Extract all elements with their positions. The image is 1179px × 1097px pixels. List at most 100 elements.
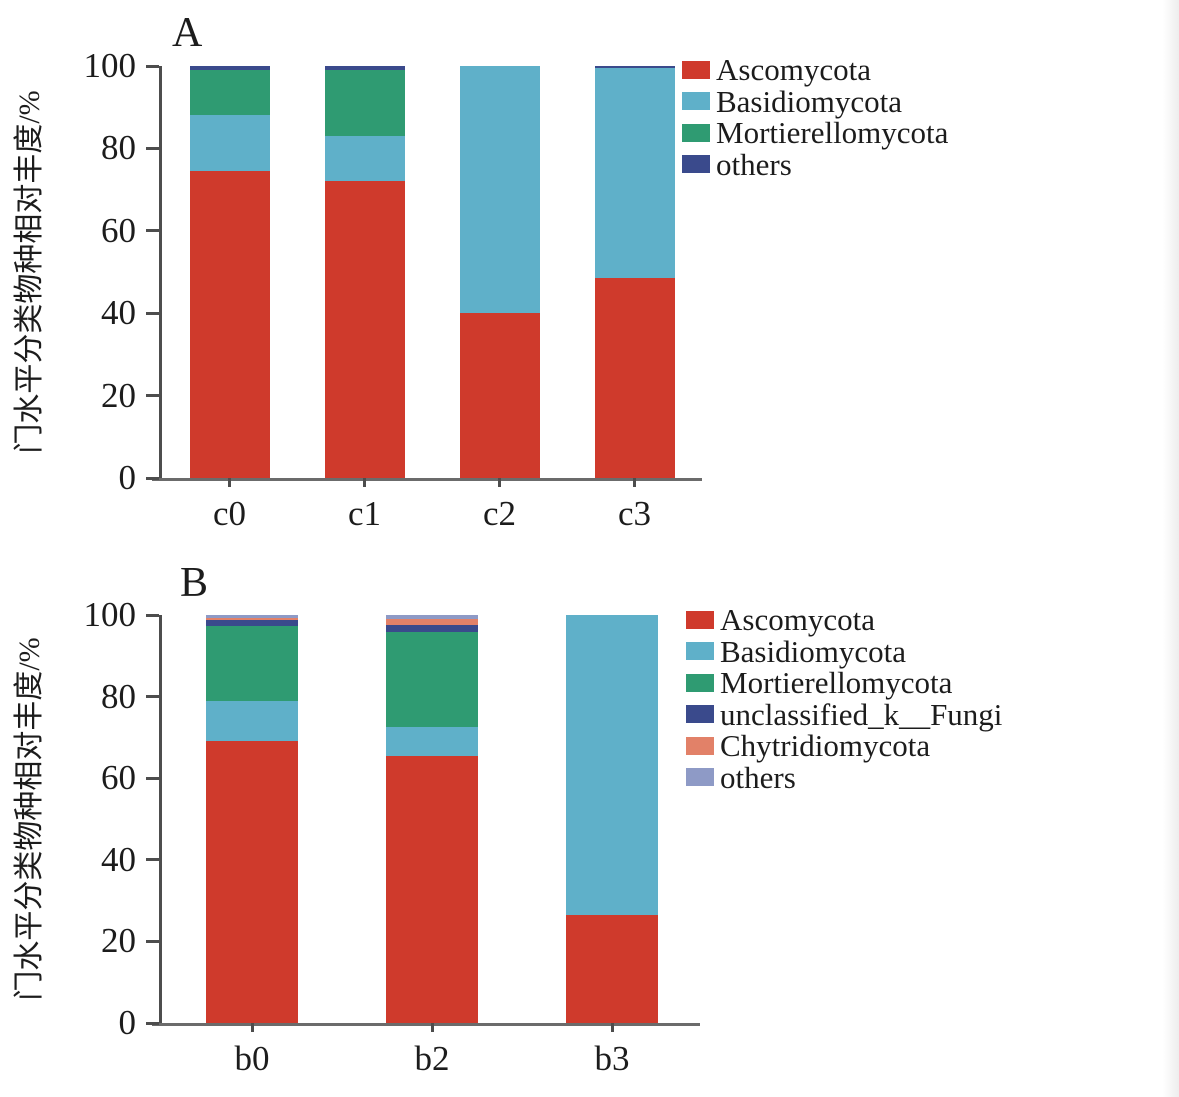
legend-label-Chytridiomycota: Chytridiomycota	[720, 728, 931, 763]
legend-swatch-Mortierellomycota	[686, 673, 714, 692]
panel-a-x-tick-c0	[228, 478, 231, 487]
panel-a-y-tick-label-40: 40	[101, 293, 136, 333]
segment-b0-Mortierellomycota	[206, 626, 298, 701]
panel-a-y-tick-label-0: 0	[118, 458, 137, 497]
panel-b-x-tick-label-b2: b2	[414, 1039, 450, 1078]
segment-b2-Basidiomycota	[386, 727, 478, 756]
panel-a-y-tick-0	[146, 476, 159, 480]
legend-swatch-Basidiomycota	[682, 92, 710, 110]
panel-a-y-tick-100	[146, 64, 159, 68]
panel-b-x-tick-label-b3: b3	[594, 1039, 630, 1078]
legend-label-others: others	[720, 759, 796, 795]
legend-swatch-Chytridiomycota	[686, 736, 714, 755]
panel-a-x-tick-c1	[363, 478, 366, 487]
panel-a-legend-item-others: others	[682, 149, 792, 180]
panel-a-plot-area: 0 20 40 60 80 100 c0 c1 c2 c3	[84, 47, 702, 533]
panel-b-legend-item-others: others	[686, 762, 796, 793]
bar-b0	[206, 615, 298, 1023]
segment-c0-others	[189, 66, 270, 71]
segment-c3-Basidiomycota	[594, 68, 675, 279]
panel-b-y-tick-0	[146, 1021, 159, 1025]
legend-swatch-Basidiomycota	[686, 642, 714, 660]
panel-a-x-tick-label-c3: c3	[617, 494, 652, 533]
panel-b-legend-item-Ascomycota: Ascomycota	[686, 604, 875, 635]
legend-label-Mortierellomycota: Mortierellomycota	[720, 665, 953, 700]
panel-b-legend-item-Mortierellomycota: Mortierellomycota	[686, 667, 952, 698]
bar-c3	[594, 66, 675, 478]
panel-b-legend-item-Basidiomycota: Basidiomycota	[686, 636, 906, 667]
segment-b0-others	[206, 615, 298, 618]
panel-a-legend-item-Mortierellomycota: Mortierellomycota	[682, 117, 948, 148]
panel-b-y-tick-label-20: 20	[101, 921, 136, 961]
legend-label-Mortierellomycota: Mortierellomycota	[716, 115, 949, 150]
panel-a-legend-item-Ascomycota: Ascomycota	[682, 54, 871, 85]
legend-swatch-unclassified_k__Fungi	[686, 705, 714, 723]
panel-a-x-tick-c2	[498, 478, 501, 487]
segment-b3-Basidiomycota	[566, 615, 658, 915]
bar-c2	[459, 66, 540, 478]
segment-b0-Chytridiomycota	[206, 617, 298, 621]
panel-a-y-tick-label-80: 80	[101, 128, 136, 168]
panel-a-legend-item-Basidiomycota: Basidiomycota	[682, 86, 902, 117]
panel-b-y-axis-title: 门水平分类物种相对丰度/%	[13, 637, 46, 1001]
bar-c1	[324, 66, 405, 478]
panel-a-x-tick-label-c1: c1	[347, 494, 382, 533]
segment-c2-Basidiomycota	[459, 66, 540, 314]
segment-b3-Ascomycota	[566, 914, 658, 1023]
segment-b0-unclassified_k__Fungi	[206, 620, 298, 627]
panel-a-x-tick-c3	[633, 478, 636, 487]
panel-b-x-axis-line	[152, 1023, 700, 1026]
legend-swatch-Mortierellomycota	[682, 123, 710, 142]
panel-b-y-tick-40	[146, 858, 159, 862]
legend-label-Basidiomycota: Basidiomycota	[720, 633, 906, 669]
panel-b-x-tick-label-b0: b0	[234, 1039, 270, 1078]
bar-b3	[566, 615, 658, 1023]
panel-a-x-tick-label-c0: c0	[212, 494, 247, 533]
legend-label-Ascomycota: Ascomycota	[716, 52, 871, 87]
segment-c3-Ascomycota	[594, 278, 675, 478]
bar-c0	[189, 66, 270, 478]
bar-b2	[386, 615, 478, 1023]
legend-swatch-others	[682, 155, 710, 173]
panel-a-y-tick-80	[146, 146, 159, 150]
panel-b-y-tick-label-80: 80	[101, 676, 136, 716]
panel-b-plot-area: 0 20 40 60 80 100 b0 b2 b3	[84, 596, 702, 1078]
panel-b-x-tick-b3	[610, 1023, 614, 1032]
panel-b-y-tick-20	[146, 939, 159, 943]
panel-b-y-tick-label-60: 60	[101, 758, 136, 798]
segment-b0-Ascomycota	[206, 741, 298, 1023]
panel-a-y-tick-60	[146, 229, 159, 233]
panel-a-x-axis-line	[152, 478, 702, 481]
panel-b-y-tick-label-100: 100	[83, 595, 137, 634]
legend-label-Basidiomycota: Basidiomycota	[716, 83, 902, 119]
segment-b2-Mortierellomycota	[386, 631, 478, 728]
panel-a-label: A	[172, 10, 203, 56]
panel-b-x-tick-b0	[250, 1023, 254, 1032]
panel-b-legend-item-unclassified_k__Fungi: unclassified_k__Fungi	[686, 699, 1002, 730]
panel-b-y-tick-60	[146, 776, 159, 780]
segment-c1-Ascomycota	[324, 181, 405, 478]
legend-swatch-Ascomycota	[686, 610, 714, 629]
panel-a-y-tick-label-100: 100	[83, 46, 137, 85]
panel-a-y-tick-label-20: 20	[101, 375, 136, 415]
legend-swatch-others	[686, 768, 714, 786]
segment-b2-unclassified_k__Fungi	[386, 625, 478, 632]
segment-b2-others	[386, 615, 478, 620]
panel-a-y-tick-label-60: 60	[101, 210, 136, 250]
panel-a-x-tick-label-c2: c2	[482, 494, 517, 533]
legend-label-Ascomycota: Ascomycota	[720, 602, 875, 637]
panel-a-y-axis-line	[159, 66, 162, 478]
segment-c0-Mortierellomycota	[189, 70, 270, 116]
panel-a-y-tick-20	[146, 394, 159, 398]
legend-label-others: others	[716, 146, 792, 182]
legend-label-unclassified_k__Fungi: unclassified_k__Fungi	[720, 696, 1003, 732]
segment-c1-Mortierellomycota	[324, 70, 405, 137]
segment-b2-Ascomycota	[386, 755, 478, 1023]
panel-b-y-axis-line	[159, 615, 162, 1023]
panel-a-y-tick-40	[146, 311, 159, 315]
scan-edge-shadow	[1163, 0, 1179, 1097]
panel-b-y-tick-label-40: 40	[101, 839, 136, 879]
segment-b2-Chytridiomycota	[386, 619, 478, 626]
segment-c1-Basidiomycota	[324, 136, 405, 182]
